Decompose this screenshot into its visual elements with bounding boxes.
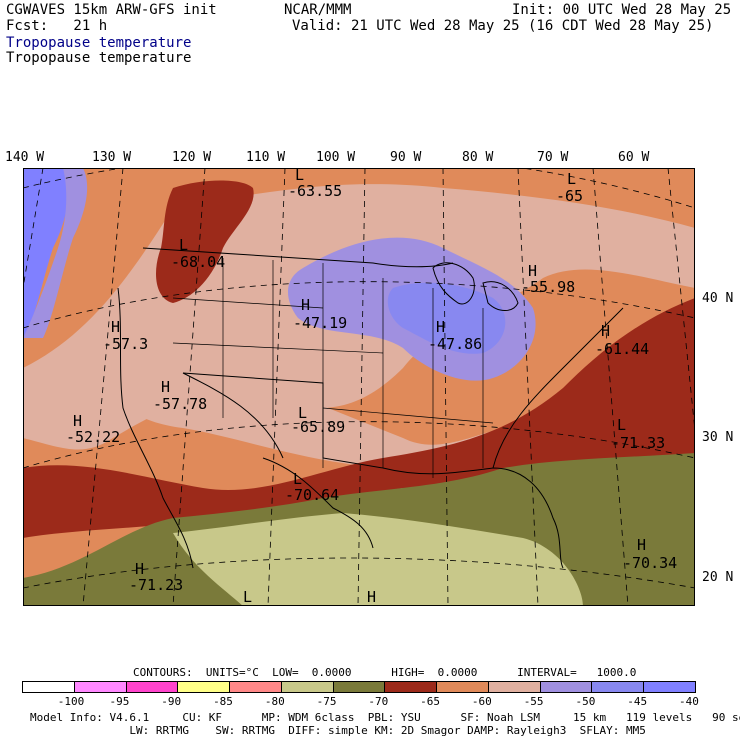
map-label-value: -68.04 <box>171 253 225 271</box>
field-shading <box>173 513 583 606</box>
map-label-type: H <box>73 412 82 430</box>
color-bar-tick: -60 <box>471 695 492 708</box>
color-bar-tick: -50 <box>575 695 596 708</box>
graticule <box>23 168 695 606</box>
color-bar-swatch <box>332 681 386 693</box>
color-bar-swatch <box>22 681 75 693</box>
map-label-type: H <box>601 322 610 340</box>
map-label-type: L <box>617 416 626 434</box>
contours-info: CONTOURS: UNITS=°C LOW= 0.0000 HIGH= 0.0… <box>133 666 637 679</box>
map-label-type: H <box>111 318 120 336</box>
map-label-type: H <box>367 588 376 606</box>
map-label-type: H <box>161 378 170 396</box>
color-bar-tick: -90 <box>161 695 182 708</box>
map-label-type: H <box>135 560 144 578</box>
color-bar-swatch <box>643 681 696 693</box>
field-shading <box>156 180 254 303</box>
color-bar-tick: -75 <box>316 695 337 708</box>
map-label-value: -47.19 <box>293 314 347 332</box>
map-label-type: L <box>293 470 302 488</box>
lon-label: 110 W <box>246 150 286 165</box>
tropopause-temperature-map: L -63.55 L -65 L -68.04 H -55.98 H -47.1… <box>23 168 695 606</box>
color-bar-tick: -65 <box>420 695 441 708</box>
lon-label: 60 W <box>618 150 650 165</box>
map-label-type: H <box>301 296 310 314</box>
color-bar-swatch <box>384 681 438 693</box>
lat-label: 30 N <box>702 430 734 445</box>
lon-label: 120 W <box>172 150 212 165</box>
model-info: Model Info: V4.6.1 CU: KF MP: WDM 6class… <box>30 711 740 724</box>
map-label-type: L <box>179 236 188 254</box>
lon-label: 70 W <box>537 150 569 165</box>
field-shading <box>23 168 88 338</box>
map-label-value: -52.22 <box>66 428 120 446</box>
map-label-value: -71.33 <box>611 434 665 452</box>
lon-label: 80 W <box>462 150 494 165</box>
lon-label: 100 W <box>316 150 356 165</box>
init-time: Init: 00 UTC Wed 28 May 25 <box>512 2 732 18</box>
color-bar-tick: -40 <box>679 695 699 708</box>
lon-label: 140 W <box>5 150 45 165</box>
field-shading <box>23 298 695 538</box>
color-bar-tick: -70 <box>368 695 389 708</box>
color-bar-swatch <box>73 681 127 693</box>
map-frame <box>23 168 695 606</box>
color-bar-swatch <box>229 681 282 693</box>
great-lakes <box>432 262 475 305</box>
color-bar-swatch <box>539 681 593 693</box>
color-bar-swatch <box>591 681 645 693</box>
map-label-type: H <box>637 536 646 554</box>
color-bar-tick: -45 <box>627 695 648 708</box>
model-physics: LW: RRTMG SW: RRTMG DIFF: simple KM: 2D … <box>30 724 646 737</box>
color-bar-tick: -80 <box>264 695 285 708</box>
map-label-value: -71.23 <box>129 576 183 594</box>
lon-label: 130 W <box>92 150 132 165</box>
color-bar-swatch <box>436 681 489 693</box>
color-bar-swatch <box>280 681 334 693</box>
map-label-value: -70.34 <box>623 554 677 572</box>
great-lakes <box>482 281 519 311</box>
map-label-value: -63.55 <box>288 182 342 200</box>
coastlines <box>117 247 624 569</box>
color-bar-swatch <box>125 681 179 693</box>
color-bar-swatch <box>177 681 231 693</box>
map-label-type: H <box>528 262 537 280</box>
valid-time: Valid: 21 UTC Wed 28 May 25 (16 CDT Wed … <box>292 18 714 34</box>
map-label-value: -70.64 <box>285 486 339 504</box>
map-label-value: -57.78 <box>153 395 207 413</box>
map-label-value: -47.86 <box>428 335 482 353</box>
org-label: NCAR/MMM <box>284 2 352 18</box>
map-label-value: -65.89 <box>291 418 345 436</box>
map-label-type: L <box>298 404 307 422</box>
lat-label: 40 N <box>702 291 734 306</box>
color-bar-tick: -95 <box>109 695 130 708</box>
map-label-type: L <box>295 168 304 184</box>
lon-label: 90 W <box>390 150 422 165</box>
map-label-type: H <box>436 318 445 336</box>
field-shading <box>387 282 506 354</box>
pressure-labels: L -63.55 L -65 L -68.04 H -55.98 H -47.1… <box>66 168 677 606</box>
map-label-type: L <box>243 588 252 606</box>
field-title-shaded: Tropopause temperature <box>6 35 192 51</box>
field-title-contour: Tropopause temperature <box>6 50 192 66</box>
map-label-value: -57.3 <box>103 335 148 353</box>
forecast-hour: Fcst: 21 h <box>6 18 108 34</box>
color-bar-tick: -85 <box>213 695 233 708</box>
model-title: CGWAVES 15km ARW-GFS init <box>6 2 217 18</box>
map-label-value: -61.44 <box>595 340 649 358</box>
map-label-type: L <box>567 170 576 188</box>
color-bar-swatch <box>487 681 541 693</box>
field-shading <box>23 168 69 338</box>
lat-label: 20 N <box>702 570 734 585</box>
map-label-value: -55.98 <box>521 278 575 296</box>
color-bar-tick: -100 <box>57 695 85 708</box>
map-label-value: -65 <box>556 187 583 205</box>
color-bar-tick: -55 <box>523 695 544 708</box>
state-borders <box>172 258 494 478</box>
